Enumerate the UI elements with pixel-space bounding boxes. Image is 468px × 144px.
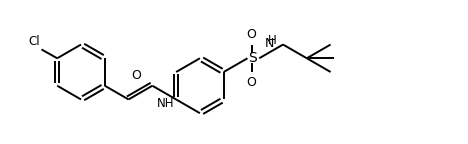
Text: O: O bbox=[131, 69, 141, 82]
Text: NH: NH bbox=[156, 97, 174, 110]
Text: S: S bbox=[249, 51, 257, 65]
Text: N: N bbox=[264, 37, 274, 50]
Text: O: O bbox=[247, 76, 256, 89]
Text: H: H bbox=[268, 34, 277, 47]
Text: Cl: Cl bbox=[28, 35, 40, 49]
Text: O: O bbox=[247, 28, 256, 41]
